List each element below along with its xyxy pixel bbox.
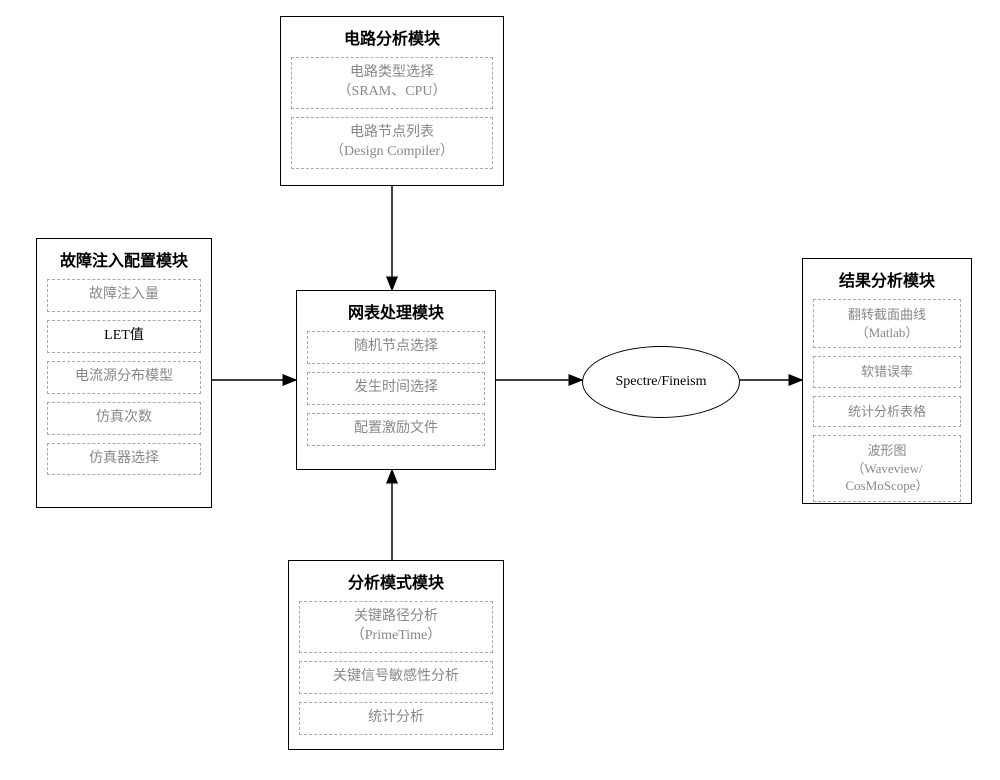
netlist-item-2: 配置激励文件 bbox=[307, 413, 485, 446]
analysis-mode-module: 分析模式模块 关键路径分析 （PrimeTime） 关键信号敏感性分析 统计分析 bbox=[288, 560, 504, 750]
mode-item-0: 关键路径分析 （PrimeTime） bbox=[299, 601, 493, 653]
result-analysis-module: 结果分析模块 翻转截面曲线 （Matlab） 软错误率 统计分析表格 波形图 （… bbox=[802, 258, 972, 504]
mode-title: 分析模式模块 bbox=[299, 569, 493, 593]
mode-item-1: 关键信号敏感性分析 bbox=[299, 661, 493, 694]
simulator-label: Spectre/Fineism bbox=[616, 374, 707, 390]
circuit-item-0: 电路类型选择 （SRAM、CPU） bbox=[291, 57, 493, 109]
fault-item-3: 仿真次数 bbox=[47, 402, 201, 435]
fault-title: 故障注入配置模块 bbox=[47, 247, 201, 271]
fault-item-4: 仿真器选择 bbox=[47, 443, 201, 476]
circuit-analysis-module: 电路分析模块 电路类型选择 （SRAM、CPU） 电路节点列表 （Design … bbox=[280, 16, 504, 186]
result-item-2: 统计分析表格 bbox=[813, 396, 961, 428]
result-item-1: 软错误率 bbox=[813, 356, 961, 388]
result-title: 结果分析模块 bbox=[813, 267, 961, 291]
netlist-item-0: 随机节点选择 bbox=[307, 331, 485, 364]
netlist-item-1: 发生时间选择 bbox=[307, 372, 485, 405]
netlist-processing-module: 网表处理模块 随机节点选择 发生时间选择 配置激励文件 bbox=[296, 290, 496, 470]
simulator-oval: Spectre/Fineism bbox=[582, 346, 740, 418]
circuit-title: 电路分析模块 bbox=[291, 25, 493, 49]
circuit-item-1: 电路节点列表 （Design Compiler） bbox=[291, 117, 493, 169]
fault-item-2: 电流源分布模型 bbox=[47, 361, 201, 394]
fault-item-0: 故障注入量 bbox=[47, 279, 201, 312]
fault-injection-module: 故障注入配置模块 故障注入量 LET值 电流源分布模型 仿真次数 仿真器选择 bbox=[36, 238, 212, 508]
result-item-0: 翻转截面曲线 （Matlab） bbox=[813, 299, 961, 348]
fault-item-1: LET值 bbox=[47, 320, 201, 353]
netlist-title: 网表处理模块 bbox=[307, 299, 485, 323]
mode-item-2: 统计分析 bbox=[299, 702, 493, 735]
result-item-3: 波形图 （Waveview/ CosMoScope） bbox=[813, 435, 961, 502]
